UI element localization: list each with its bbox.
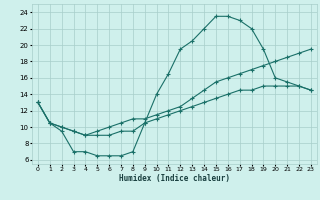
X-axis label: Humidex (Indice chaleur): Humidex (Indice chaleur) bbox=[119, 174, 230, 183]
